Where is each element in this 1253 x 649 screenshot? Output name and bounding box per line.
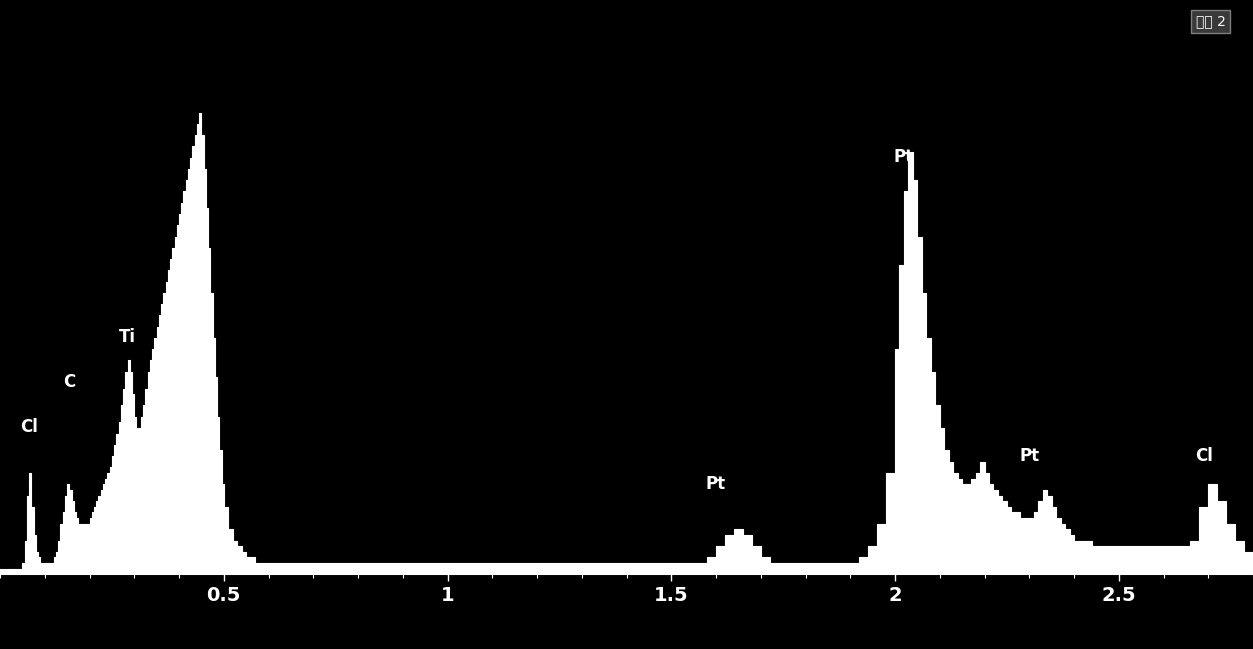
- Text: Pt: Pt: [1019, 447, 1039, 465]
- Text: O: O: [192, 177, 207, 194]
- Text: Ti: Ti: [119, 328, 137, 347]
- Text: C: C: [63, 373, 75, 391]
- Text: Cl: Cl: [20, 419, 38, 436]
- Text: 谱图 2: 谱图 2: [1195, 14, 1225, 29]
- Text: Pt: Pt: [893, 148, 913, 166]
- Text: 满量程 6399 cts 光标: 1.003  (184 cts): 满量程 6399 cts 光标: 1.003 (184 cts): [10, 606, 336, 624]
- Text: keV: keV: [1205, 606, 1243, 624]
- Text: Cl: Cl: [1195, 447, 1213, 465]
- Text: Pt: Pt: [705, 474, 725, 493]
